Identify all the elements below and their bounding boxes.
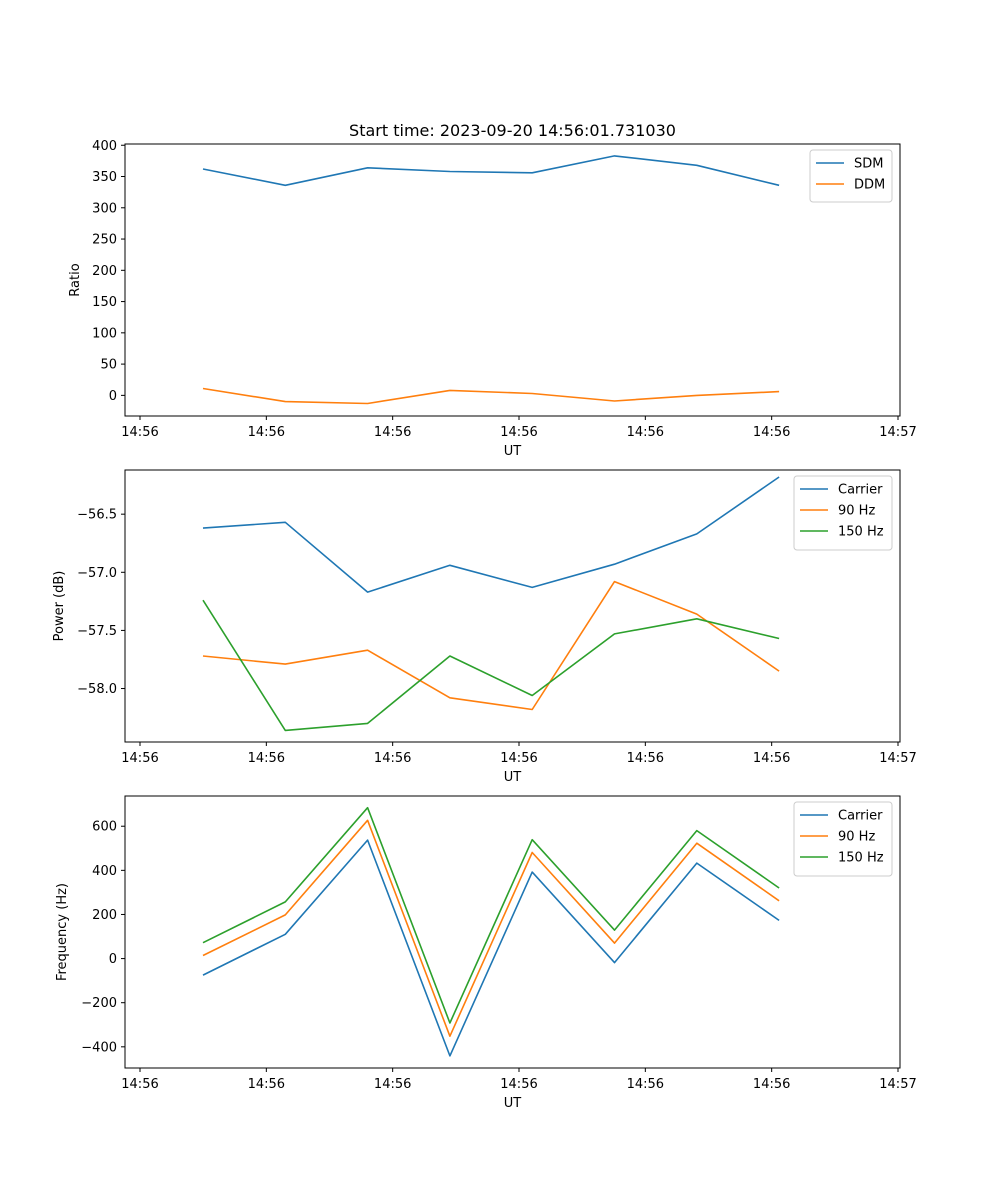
power-y-tick-label: −58.0: [77, 682, 117, 697]
ratio-x-tick-label: 14:56: [374, 425, 411, 440]
power-x-axis-label: UT: [504, 770, 522, 785]
power-y-axis-label: Power (dB): [52, 571, 67, 642]
frequency-x-tick-label: 14:56: [248, 1077, 285, 1092]
frequency-x-tick-label: 14:56: [121, 1077, 158, 1092]
power-series-carrier: [202, 476, 780, 593]
frequency-x-tick-label: 14:56: [374, 1077, 411, 1092]
figure-title: Start time: 2023-09-20 14:56:01.731030: [349, 121, 676, 140]
frequency-y-tick-label: −200: [81, 996, 117, 1011]
ratio-legend-label-ddm: DDM: [854, 178, 885, 193]
power-y-tick-label: −57.0: [77, 566, 117, 581]
ratio-legend-label-sdm: SDM: [854, 157, 883, 172]
ratio-y-tick-label: 250: [92, 233, 117, 248]
ratio-y-tick-label: 0: [109, 389, 117, 404]
power-axes-frame: [124, 469, 901, 743]
frequency-y-tick-label: 0: [109, 952, 117, 967]
ratio-x-axis-label: UT: [504, 444, 522, 459]
ratio-y-tick-label: 200: [92, 264, 117, 279]
frequency-y-tick-label: −400: [81, 1040, 117, 1055]
power-plot: 14:56 14:56 14:56 14:56 14:56 14:56 14:57 UT −58…: [52, 469, 917, 785]
ratio-x-tick-label: 14:56: [500, 425, 537, 440]
power-y-tick-label: −56.5: [77, 508, 117, 523]
power-y-tick-label: −57.5: [77, 624, 117, 639]
power-legend-label-150-hz: 150 Hz: [838, 525, 884, 540]
power-x-tick-label: 14:56: [753, 751, 790, 766]
ratio-x-tick-label: 14:56: [753, 425, 790, 440]
power-x-tick-label: 14:56: [248, 751, 285, 766]
ratio-series-sdm: [202, 155, 780, 187]
ratio-y-axis-label: Ratio: [68, 263, 83, 296]
power-legend-label-90-hz: 90 Hz: [838, 504, 875, 519]
frequency-y-axis-label: Frequency (Hz): [55, 883, 70, 981]
power-series-90-hz: [202, 580, 780, 711]
frequency-legend-label-carrier: Carrier: [838, 809, 883, 824]
power-legend-label-carrier: Carrier: [838, 483, 883, 498]
frequency-x-axis-label: UT: [504, 1096, 522, 1111]
power-x-tick-label: 14:57: [879, 751, 916, 766]
ratio-y-tick-label: 350: [92, 170, 117, 185]
frequency-y-tick-label: 200: [92, 908, 117, 923]
ratio-y-tick-label: 300: [92, 201, 117, 216]
frequency-plot: 14:56 14:56 14:56 14:56 14:56 14:56 14:57 UT −40…: [55, 795, 917, 1111]
ratio-axes-frame: [124, 143, 901, 417]
power-x-tick-label: 14:56: [627, 751, 664, 766]
power-x-tick-label: 14:56: [500, 751, 537, 766]
frequency-series-150-hz: [202, 806, 780, 1024]
frequency-x-tick-label: 14:56: [753, 1077, 790, 1092]
frequency-series-90-hz: [202, 819, 780, 1037]
ratio-x-tick-label: 14:56: [248, 425, 285, 440]
ratio-y-tick-label: 50: [100, 358, 117, 373]
frequency-y-tick-label: 400: [92, 864, 117, 879]
ratio-y-tick-label: 400: [92, 139, 117, 154]
ratio-y-tick-label: 100: [92, 326, 117, 341]
power-x-tick-label: 14:56: [374, 751, 411, 766]
ratio-y-tick-label: 150: [92, 295, 117, 310]
frequency-series-carrier: [202, 839, 780, 1057]
frequency-x-tick-label: 14:56: [500, 1077, 537, 1092]
ratio-x-tick-label: 14:56: [627, 425, 664, 440]
frequency-y-tick-label: 600: [92, 820, 117, 835]
ratio-x-tick-label: 14:57: [879, 425, 916, 440]
power-series-150-hz: [202, 599, 780, 732]
ratio-series-ddm: [202, 387, 780, 405]
ratio-plot: 14:56 14:56 14:56 14:56 14:56 14:56 14:57 UT 0 50…: [68, 139, 917, 459]
frequency-axes-frame: [124, 795, 901, 1069]
ratio-x-tick-label: 14:56: [121, 425, 158, 440]
frequency-legend-label-150-hz: 150 Hz: [838, 851, 884, 866]
frequency-x-tick-label: 14:56: [627, 1077, 664, 1092]
frequency-x-tick-label: 14:57: [879, 1077, 916, 1092]
frequency-legend-label-90-hz: 90 Hz: [838, 830, 875, 845]
power-x-tick-label: 14:56: [121, 751, 158, 766]
